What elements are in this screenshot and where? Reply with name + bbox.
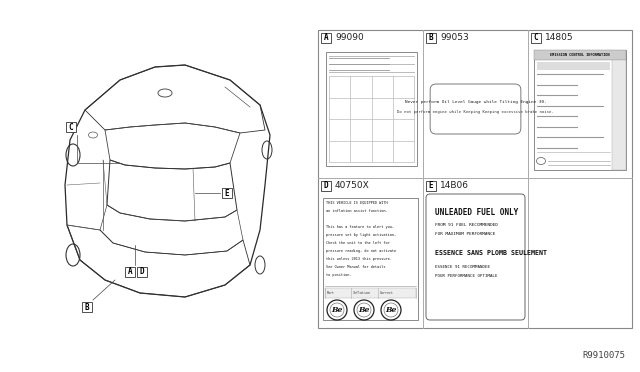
Bar bbox=[326, 52, 417, 166]
Text: Do not perform engine while Keeping Keeping excessive brake noise.: Do not perform engine while Keeping Keep… bbox=[397, 110, 554, 114]
Bar bbox=[318, 30, 632, 328]
Text: Be: Be bbox=[358, 306, 370, 314]
Text: UNLEADED FUEL ONLY: UNLEADED FUEL ONLY bbox=[435, 208, 518, 217]
Bar bbox=[321, 181, 331, 191]
Text: Be: Be bbox=[385, 306, 397, 314]
Bar bbox=[426, 181, 436, 191]
Text: 99090: 99090 bbox=[335, 33, 364, 42]
Text: See Owner Manual for details: See Owner Manual for details bbox=[326, 265, 385, 269]
Text: POUR PERFORMANCE OPTIMALE: POUR PERFORMANCE OPTIMALE bbox=[435, 274, 497, 278]
Text: A: A bbox=[128, 267, 132, 276]
Text: 40750X: 40750X bbox=[335, 182, 370, 190]
Text: Correct: Correct bbox=[380, 291, 394, 295]
Text: D: D bbox=[140, 267, 144, 276]
Text: pressure set by light activation,: pressure set by light activation, bbox=[326, 233, 396, 237]
Bar bbox=[325, 288, 416, 298]
Bar bbox=[321, 33, 331, 43]
Bar bbox=[426, 33, 436, 43]
Text: 14805: 14805 bbox=[545, 33, 573, 42]
Bar bbox=[531, 33, 541, 43]
Text: ESSENCE 91 RECOMMANDEE: ESSENCE 91 RECOMMANDEE bbox=[435, 265, 490, 269]
Text: E: E bbox=[225, 189, 229, 198]
Bar bbox=[534, 50, 626, 60]
Text: E: E bbox=[429, 182, 433, 190]
Text: Check the unit to the left for: Check the unit to the left for bbox=[326, 241, 390, 245]
Bar bbox=[66, 122, 76, 132]
Bar bbox=[323, 198, 418, 320]
Bar bbox=[222, 188, 232, 198]
Text: FROM 91 FUEL RECOMMENDED: FROM 91 FUEL RECOMMENDED bbox=[435, 223, 498, 227]
Bar bbox=[137, 267, 147, 277]
Text: R9910075: R9910075 bbox=[582, 351, 625, 360]
Bar bbox=[534, 50, 626, 170]
Text: B: B bbox=[84, 302, 90, 311]
Text: to position.: to position. bbox=[326, 273, 351, 277]
Text: FOR MAXIMUM PERFORMANCE: FOR MAXIMUM PERFORMANCE bbox=[435, 232, 495, 236]
Text: ESSENCE SANS PLOMB SEULEMENT: ESSENCE SANS PLOMB SEULEMENT bbox=[435, 250, 547, 256]
Bar bbox=[537, 62, 610, 70]
Text: Be: Be bbox=[332, 306, 342, 314]
Text: D: D bbox=[324, 182, 328, 190]
Bar bbox=[612, 60, 626, 170]
Text: B: B bbox=[429, 33, 433, 42]
Text: A: A bbox=[324, 33, 328, 42]
Text: 14B06: 14B06 bbox=[440, 182, 469, 190]
Text: This has a feature to alert you,: This has a feature to alert you, bbox=[326, 225, 394, 229]
Bar bbox=[125, 267, 135, 277]
Text: 99053: 99053 bbox=[440, 33, 468, 42]
Bar bbox=[82, 302, 92, 312]
FancyBboxPatch shape bbox=[430, 84, 521, 134]
Text: Part: Part bbox=[327, 291, 335, 295]
Text: Never perform Oil Level Gauge while Tilting Engine 30.: Never perform Oil Level Gauge while Tilt… bbox=[404, 100, 547, 104]
Text: C: C bbox=[68, 122, 74, 131]
Text: Inflation: Inflation bbox=[353, 291, 371, 295]
Text: this unless 2013 this pressure.: this unless 2013 this pressure. bbox=[326, 257, 392, 261]
Text: pressure reading, do not activate: pressure reading, do not activate bbox=[326, 249, 396, 253]
Text: EMISSION CONTROL INFORMATION: EMISSION CONTROL INFORMATION bbox=[550, 53, 610, 57]
FancyBboxPatch shape bbox=[426, 194, 525, 320]
Text: an inflation assist function.: an inflation assist function. bbox=[326, 209, 388, 213]
Text: THIS VEHICLE IS EQUIPPED WITH: THIS VEHICLE IS EQUIPPED WITH bbox=[326, 201, 388, 205]
Text: C: C bbox=[534, 33, 538, 42]
